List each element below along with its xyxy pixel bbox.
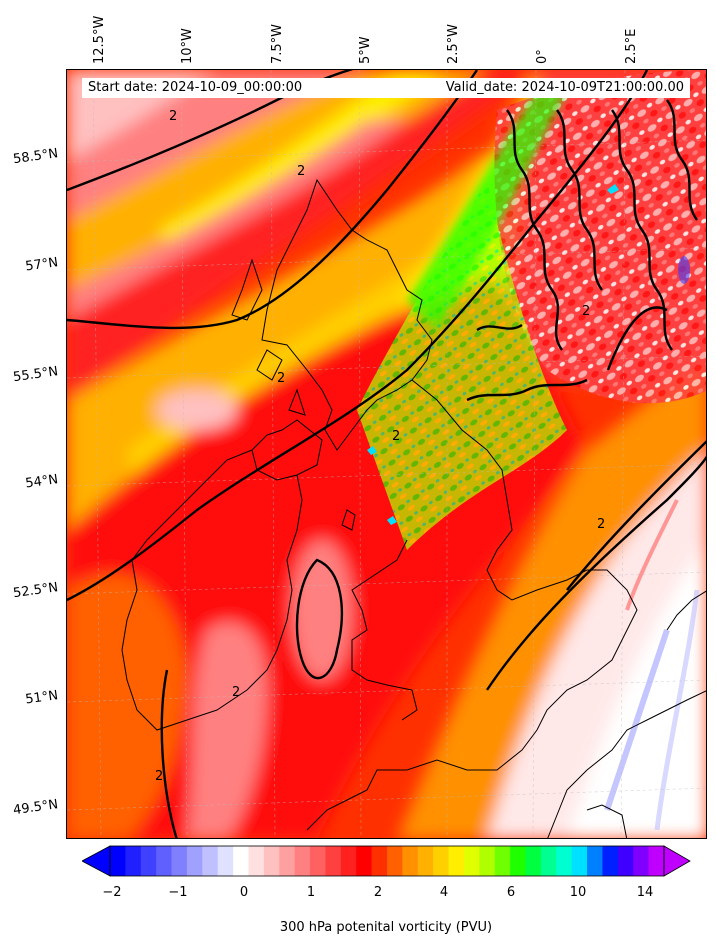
colorbar-swatch	[140, 846, 157, 876]
jet-green-structure	[357, 180, 567, 550]
se-blue-streaks	[604, 256, 700, 831]
colorbar-tick: 14	[636, 885, 654, 900]
colorbar-swatch	[110, 846, 126, 876]
colorbar-swatch	[479, 846, 496, 876]
colorbar-swatch	[525, 846, 542, 876]
pv-contours	[67, 70, 706, 838]
lat-label-55-5n: 55.5°N	[12, 364, 60, 386]
pv-field-svg: 2 2 2 2 2 2 2 2	[67, 70, 706, 838]
contour-label: 2	[169, 109, 177, 124]
colorbar-extend-min	[82, 845, 111, 877]
colorbar-swatch	[233, 846, 249, 876]
info-box: Start date: 2024-10-09_00:00:00 Valid_da…	[82, 78, 690, 98]
colorbar-swatch	[571, 846, 588, 876]
lat-label-52-5n: 52.5°N	[12, 580, 60, 602]
lon-label-2-5w: 2.5°W	[446, 23, 461, 64]
contour-label: 2	[582, 304, 590, 319]
lat-label-54n: 54°N	[24, 472, 60, 492]
colorbar	[82, 845, 691, 877]
colorbar-swatch	[279, 846, 296, 876]
colorbar-swatch	[633, 846, 650, 876]
colorbar-tick: 4	[439, 885, 449, 900]
lon-label-10w: 10°W	[180, 28, 195, 64]
colorbar-swatch	[294, 846, 311, 876]
colorbar-tick: 10	[569, 885, 587, 900]
colorbar-swatch	[448, 846, 465, 876]
lat-label-51n: 51°N	[24, 688, 60, 708]
colorbar-swatch	[325, 846, 342, 876]
colorbar-swatch	[387, 846, 403, 876]
colorbar-swatch	[125, 846, 142, 876]
colorbar-tick: 0	[239, 885, 249, 900]
colorbar-swatch	[263, 846, 280, 876]
colorbar-swatch	[494, 846, 511, 876]
colorbar-swatch	[356, 846, 373, 876]
start-date: Start date: 2024-10-09_00:00:00	[88, 80, 303, 95]
colorbar-swatch	[171, 846, 188, 876]
valid-date: Valid_date: 2024-10-09T21:00:00.00	[445, 80, 684, 95]
colorbar-swatch	[186, 846, 203, 876]
contour-label: 2	[297, 164, 305, 179]
lat-label-57n: 57°N	[24, 255, 60, 275]
colorbar-swatch	[648, 846, 665, 876]
contour-labels: 2 2 2 2 2 2 2 2	[155, 109, 605, 784]
colorbar-swatch	[202, 846, 219, 876]
lon-label-5w: 5°W	[358, 36, 373, 64]
colorbar-swatch	[556, 846, 573, 876]
colorbar-tick: 6	[506, 885, 516, 900]
coastlines	[121, 178, 706, 838]
contour-label: 2	[232, 685, 240, 700]
colorbar-swatch	[402, 846, 419, 876]
colorbar-tick: −2	[102, 885, 122, 900]
lon-label-2-5e: 2.5°E	[624, 28, 639, 64]
lon-label-0: 0°	[535, 49, 550, 64]
ne-fine-structure	[494, 70, 706, 404]
colorbar-swatch	[587, 846, 603, 876]
colorbar-label: 300 hPa potenital vorticity (PVU)	[279, 920, 493, 935]
pv-map: 2 2 2 2 2 2 2 2 Start date: 2024-10-09_0…	[66, 69, 707, 839]
colorbar-swatch	[463, 846, 480, 876]
colorbar-swatch	[217, 846, 234, 876]
lat-label-49-5n: 49.5°N	[12, 797, 60, 819]
colorbar-swatch	[371, 846, 388, 876]
colorbar-swatch	[540, 846, 557, 876]
colorbar-swatch	[310, 846, 326, 876]
colorbar-tick: −1	[168, 885, 188, 900]
colorbar-swatch	[433, 846, 450, 876]
lon-label-12-5w: 12.5°W	[92, 15, 107, 64]
contour-label: 2	[597, 517, 605, 532]
colorbar-swatch	[510, 846, 526, 876]
contour-label: 2	[392, 429, 400, 444]
colorbar-outline	[109, 845, 665, 877]
graticule	[67, 70, 706, 838]
colorbar-swatch	[156, 846, 173, 876]
colorbar-swatch	[602, 846, 619, 876]
colorbar-tick: 1	[306, 885, 316, 900]
lat-label-58-5n: 58.5°N	[12, 146, 60, 168]
colorbar-swatch	[248, 846, 265, 876]
colorbar-swatch	[417, 846, 434, 876]
colorbar-swatch	[617, 846, 634, 876]
contour-label: 2	[155, 769, 163, 784]
contour-label: 2	[277, 371, 285, 386]
colorbar-swatch	[340, 846, 357, 876]
lon-label-7-5w: 7.5°W	[270, 23, 285, 64]
colorbar-extend-max	[663, 845, 691, 877]
colorbar-tick: 2	[373, 885, 383, 900]
